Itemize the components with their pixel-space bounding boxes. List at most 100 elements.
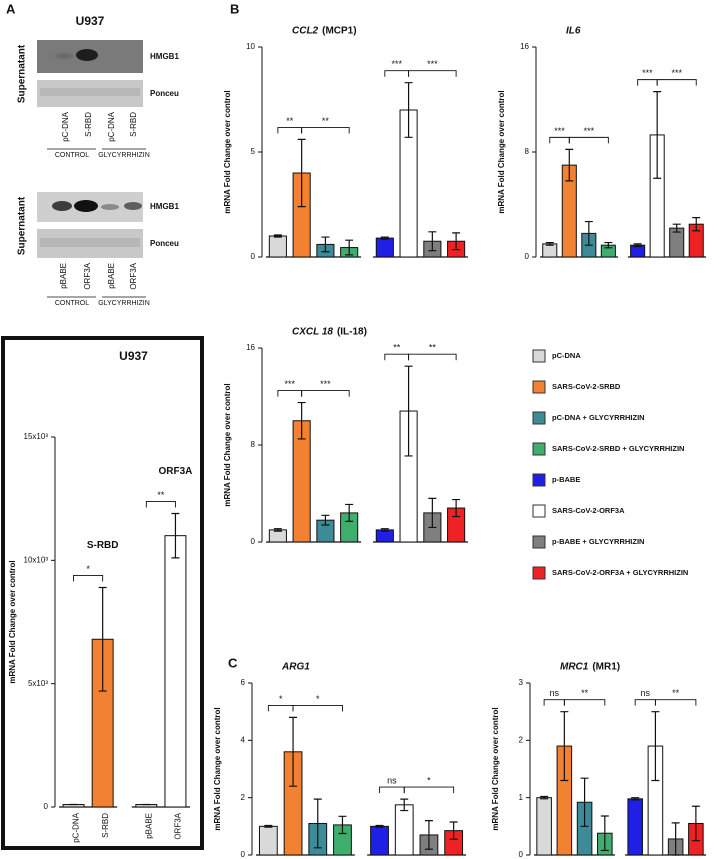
significance-label: ** (429, 343, 437, 353)
chart-subtitle: (IL-18) (337, 327, 367, 338)
significance-bracket (637, 79, 658, 86)
significance-label: *** (671, 68, 682, 78)
blot-side-label: Supernatant (17, 196, 28, 255)
y-tick-label: 8 (525, 147, 530, 156)
error-bar (631, 797, 640, 801)
x-tick-label: ORF3A (174, 812, 183, 839)
error-bar (424, 820, 433, 850)
error-bar (321, 236, 330, 253)
y-tick-label: 16 (520, 42, 529, 51)
chart-subtitle: (MR1) (592, 662, 620, 673)
y-tick-label: 0 (241, 850, 246, 859)
error-bar (651, 711, 660, 782)
error-bar (428, 231, 437, 252)
legend-swatch (532, 535, 546, 549)
blot-band (124, 202, 142, 210)
panel-label: C (228, 655, 238, 670)
error-bar (380, 236, 389, 240)
significance-label: ** (286, 116, 294, 126)
y-axis-label: mRNA Fold Change over control (497, 90, 506, 213)
error-bar (565, 148, 574, 182)
bar (375, 237, 394, 258)
error-bar (633, 243, 642, 248)
significance-bracket (563, 699, 606, 706)
significance-label: *** (554, 126, 565, 136)
error-bar (264, 824, 273, 828)
lane-label: S-RBD (84, 112, 93, 137)
blot-band (40, 88, 140, 96)
lane-label: S-RBD (129, 112, 138, 137)
y-tick-label: 0 (44, 802, 49, 811)
blot-row-label: Ponceu (150, 239, 179, 248)
significance-bracket (384, 353, 410, 361)
y-tick-label: 4 (241, 735, 246, 744)
chart-title: IL6 (566, 26, 581, 37)
chart-subtitle: (MCP1) (322, 26, 356, 37)
legend-swatch (532, 566, 546, 580)
legend-swatch (532, 504, 546, 518)
error-bar (400, 798, 409, 812)
error-bar (653, 91, 662, 179)
error-bar (545, 241, 554, 246)
lane-label: pC-DNA (107, 111, 116, 141)
error-bar (449, 821, 458, 840)
y-tick-label: 5x10³ (28, 679, 48, 688)
significance-bracket (634, 699, 656, 706)
blot-band (55, 53, 73, 59)
significance-bracket (301, 126, 350, 134)
bar (375, 529, 394, 543)
error-bar (313, 798, 322, 849)
error-bar (289, 716, 298, 787)
group-label: CONTROL (55, 300, 89, 307)
bar (268, 235, 287, 258)
error-bar (404, 365, 413, 457)
lane-label: ORF3A (129, 262, 138, 289)
significance-bracket (543, 699, 565, 706)
significance-bracket (292, 704, 343, 712)
chart-title: CCL2 (292, 26, 319, 37)
y-tick-label: 15x10³ (24, 432, 49, 441)
error-bar (338, 815, 347, 835)
bar (258, 825, 278, 856)
legend-swatch (532, 380, 546, 394)
y-tick-label: 0 (519, 850, 524, 859)
y-tick-label: 1 (519, 793, 524, 802)
y-axis-label: mRNA Fold Change over control (223, 383, 232, 506)
legend-swatch (532, 442, 546, 456)
significance-bracket (379, 786, 405, 794)
significance-bracket (73, 575, 104, 582)
chart-title: U937 (119, 349, 148, 363)
significance-label: ** (672, 688, 680, 698)
x-tick-label: pC-DNA (72, 812, 81, 842)
error-bar (580, 777, 589, 827)
y-tick-label: 0 (251, 537, 256, 546)
error-bar (428, 497, 437, 529)
chart: IL6 mRNA Fold Change over control 0 8 16 *** *… (497, 26, 706, 261)
error-bar (671, 822, 680, 856)
bar (268, 529, 287, 543)
significance-label: *** (320, 379, 331, 389)
significance-bracket (654, 699, 697, 706)
error-bar (345, 239, 354, 256)
significance-bracket (277, 126, 303, 134)
significance-bracket (403, 786, 455, 794)
significance-bracket (656, 79, 697, 86)
significance-label: * (316, 694, 320, 704)
error-bar (540, 795, 549, 800)
chart-title: CXCL 18 (292, 327, 333, 338)
error-bar (692, 217, 701, 232)
y-tick-label: 2 (241, 793, 246, 802)
error-bar (584, 220, 593, 246)
chart-title: MRC1 (560, 662, 589, 673)
error-bar (98, 586, 107, 692)
bar (370, 825, 389, 856)
significance-label: ** (322, 116, 330, 126)
chart-frame (1, 336, 204, 850)
blot-row-label: HMGB1 (150, 202, 179, 211)
error-bar (345, 503, 354, 522)
group-label: GLYCYRRHIZIN (98, 152, 150, 159)
lane-label: pBABE (59, 263, 68, 289)
y-tick-label: 3 (519, 678, 524, 687)
group-label: CONTROL (55, 152, 89, 159)
panel-label: B (230, 1, 239, 16)
